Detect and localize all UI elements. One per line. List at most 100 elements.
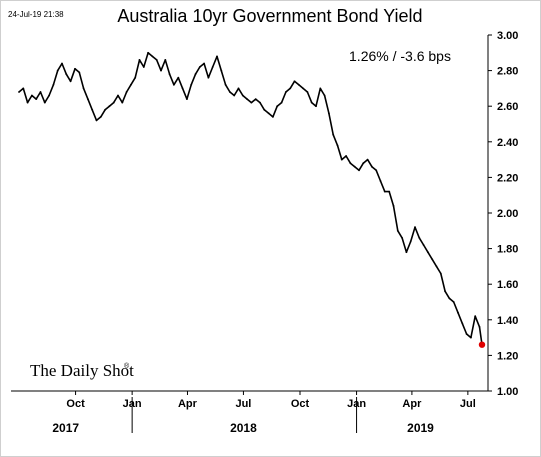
yield-data-point bbox=[168, 73, 171, 76]
yield-data-point bbox=[181, 87, 184, 90]
chart-title: Australia 10yr Government Bond Yield bbox=[117, 6, 422, 26]
yield-data-point bbox=[104, 108, 106, 111]
yield-data-point bbox=[246, 98, 249, 100]
yield-data-point bbox=[427, 251, 429, 254]
y-tick-label: 2.20 bbox=[497, 172, 518, 184]
x-tick-label: Jul bbox=[235, 398, 251, 410]
yield-data-point bbox=[78, 71, 81, 74]
yield-data-point bbox=[91, 108, 94, 111]
registered-mark-icon: ® bbox=[124, 362, 130, 370]
yield-data-point bbox=[478, 326, 481, 328]
year-label: 2017 bbox=[52, 421, 79, 435]
yield-data-point bbox=[229, 91, 231, 93]
yield-data-point bbox=[121, 101, 124, 104]
y-tick-label: 1.00 bbox=[497, 386, 518, 398]
x-tick-label: Oct bbox=[291, 398, 310, 410]
yield-data-point bbox=[431, 258, 434, 261]
yield-data-point bbox=[211, 66, 214, 68]
yield-data-point bbox=[263, 108, 266, 111]
yield-data-point bbox=[65, 73, 68, 76]
x-tick-label: Apr bbox=[178, 398, 198, 410]
yield-data-point bbox=[74, 67, 76, 70]
yield-data-point bbox=[112, 101, 115, 104]
yield-data-point bbox=[474, 315, 477, 318]
yield-data-point bbox=[383, 190, 386, 193]
yield-data-point bbox=[439, 272, 442, 275]
yield-data-point bbox=[328, 112, 330, 115]
yield-data-point bbox=[302, 87, 304, 90]
yield-data-point bbox=[207, 76, 210, 79]
yield-data-point bbox=[332, 133, 335, 136]
yield-data-point bbox=[52, 83, 55, 86]
yield-data-point bbox=[353, 165, 356, 168]
year-label: 2019 bbox=[407, 421, 434, 435]
yield-data-point bbox=[22, 87, 25, 90]
yield-data-point bbox=[241, 94, 244, 97]
yield-data-point bbox=[82, 87, 85, 90]
yield-data-point bbox=[267, 112, 270, 115]
yield-data-point bbox=[160, 69, 162, 72]
x-tick-label: Oct bbox=[66, 398, 85, 410]
yield-data-point bbox=[401, 237, 403, 239]
y-tick-label: 1.60 bbox=[497, 279, 518, 291]
yield-data-point bbox=[297, 83, 300, 86]
last-value-annotation: 1.26% / -3.6 bps bbox=[349, 48, 451, 64]
yield-data-point bbox=[142, 66, 145, 68]
yield-data-point bbox=[388, 190, 391, 193]
logo-text: The Daily Shot bbox=[30, 361, 134, 380]
y-tick-label: 2.40 bbox=[497, 137, 518, 149]
yield-data-point bbox=[349, 162, 352, 165]
yield-data-point bbox=[224, 83, 227, 86]
yield-series-line bbox=[18, 51, 483, 345]
yield-data-point bbox=[254, 98, 257, 100]
plot-area bbox=[11, 35, 489, 392]
y-tick-label: 2.60 bbox=[497, 101, 518, 113]
timestamp: 24-Jul-19 21:38 bbox=[8, 10, 64, 19]
year-label: 2018 bbox=[230, 421, 257, 435]
yield-data-point bbox=[56, 69, 59, 72]
yield-data-point bbox=[95, 119, 98, 122]
yield-data-point bbox=[418, 237, 421, 239]
yield-data-point bbox=[26, 101, 29, 104]
yield-data-point bbox=[216, 55, 218, 58]
yield-data-point bbox=[444, 290, 446, 293]
yield-data-point bbox=[310, 101, 313, 104]
yield-data-point bbox=[130, 83, 132, 86]
yield-data-point bbox=[293, 80, 296, 83]
yield-data-point bbox=[375, 169, 378, 172]
yield-data-point bbox=[61, 62, 63, 65]
yield-data-point bbox=[43, 101, 46, 104]
yield-data-point bbox=[147, 51, 150, 54]
yield-data-point bbox=[405, 251, 408, 254]
yield-data-point bbox=[276, 105, 279, 108]
yield-data-point bbox=[173, 83, 175, 86]
yield-data-point bbox=[366, 158, 369, 161]
yield-data-point bbox=[470, 336, 472, 339]
yield-data-point bbox=[289, 87, 292, 90]
yield-data-point bbox=[285, 91, 287, 93]
yield-data-point bbox=[323, 94, 326, 97]
yield-data-point bbox=[186, 98, 188, 100]
y-tick-label: 2.00 bbox=[497, 208, 518, 220]
yield-data-point bbox=[315, 105, 317, 108]
yield-data-point bbox=[237, 87, 240, 90]
yield-data-point bbox=[220, 69, 223, 72]
yield-data-point bbox=[272, 116, 274, 118]
y-tick-label: 1.80 bbox=[497, 244, 518, 256]
yield-data-point bbox=[190, 83, 193, 86]
logo: The Daily Shot ® bbox=[30, 361, 134, 380]
yield-data-point bbox=[138, 59, 141, 61]
yield-data-point bbox=[396, 229, 399, 232]
yield-data-point bbox=[250, 101, 253, 104]
yield-data-point bbox=[151, 55, 154, 58]
yield-data-point bbox=[465, 333, 468, 335]
y-tick-label: 1.20 bbox=[497, 350, 518, 362]
yield-data-point bbox=[336, 144, 339, 147]
yield-data-point bbox=[280, 101, 283, 104]
yield-data-point bbox=[18, 91, 20, 93]
yield-data-point bbox=[452, 301, 455, 303]
series-layer bbox=[18, 51, 486, 348]
